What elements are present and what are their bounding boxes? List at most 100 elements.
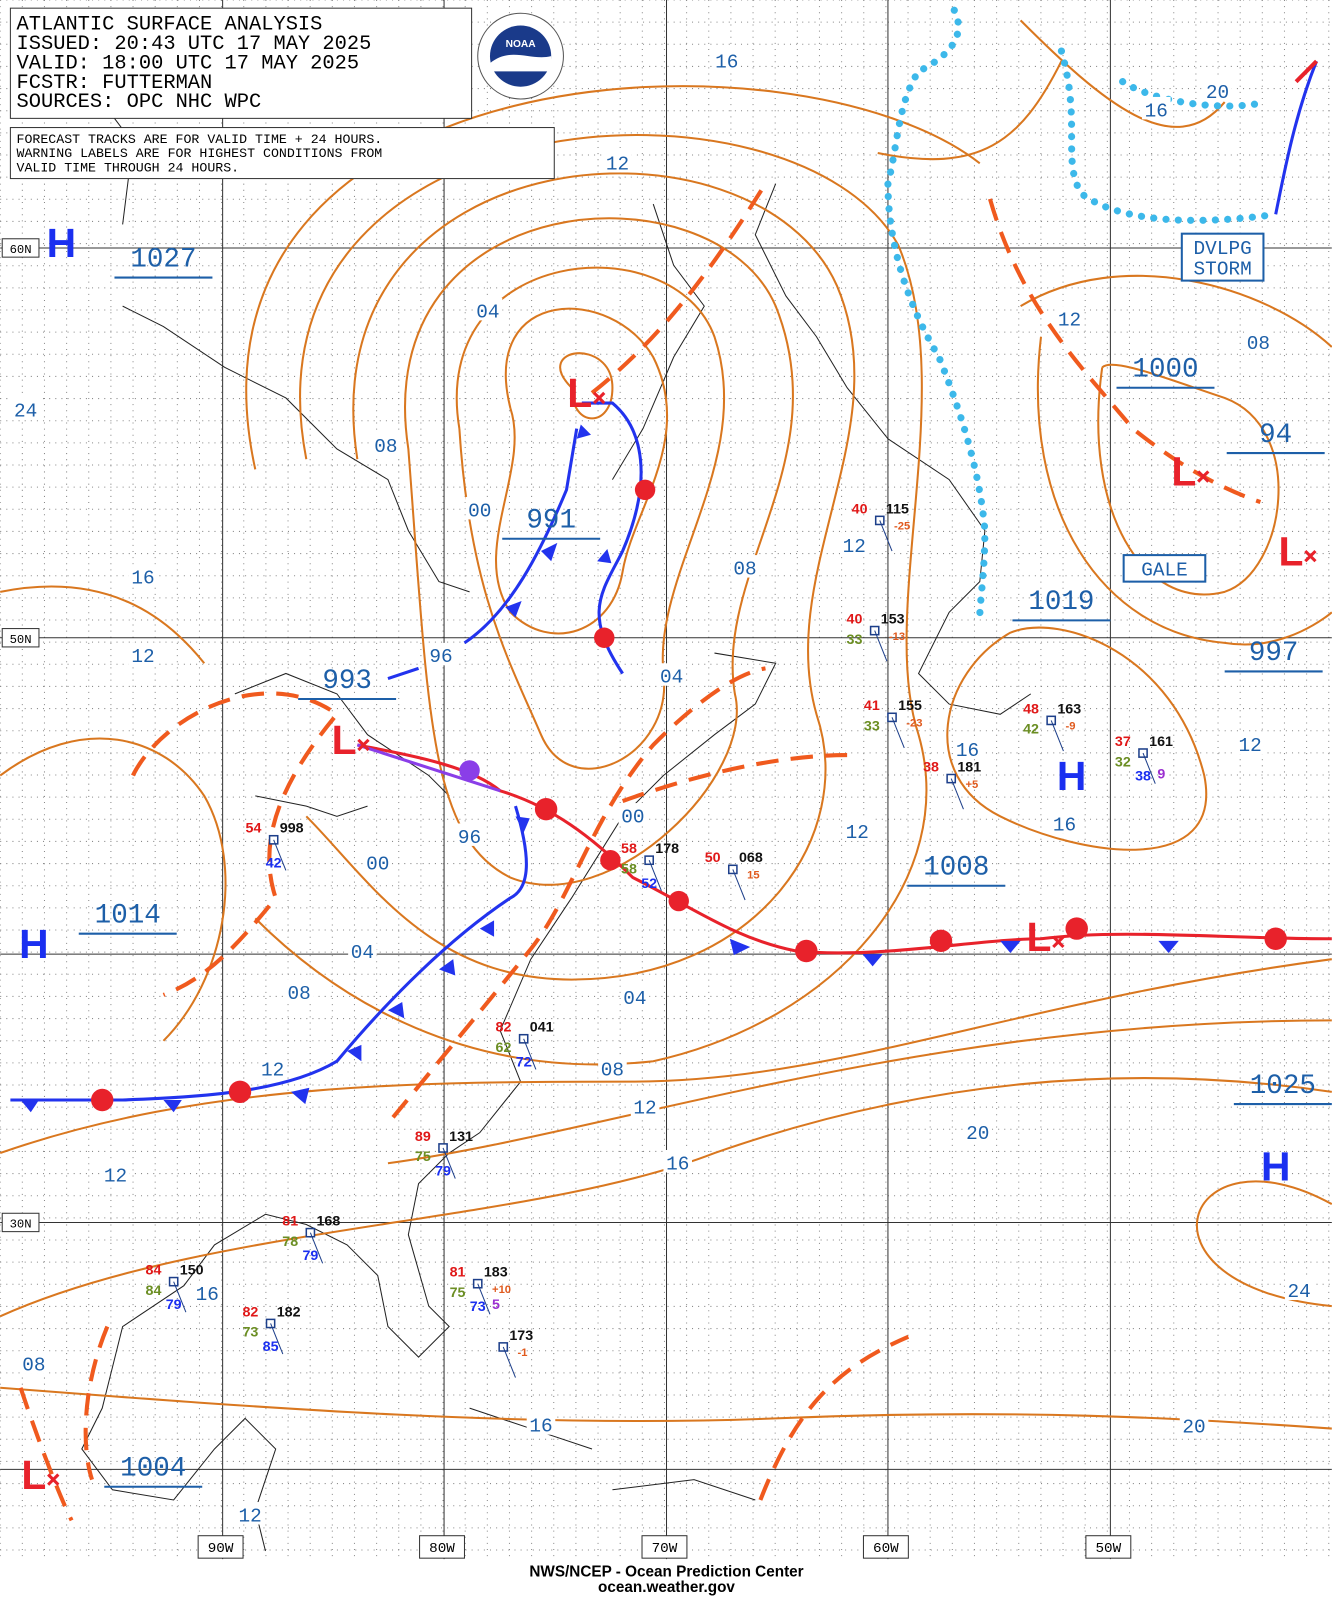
lon-label-box [862,1535,909,1559]
low-center: L [567,370,592,416]
isobar-label: 12 [1058,310,1081,332]
isobar-label: 04 [351,942,374,964]
station-pressure: 178 [655,841,679,857]
pressure-label: 94 [1259,420,1292,451]
isobar-label-bg [839,532,869,556]
lon-label: 70W [652,1541,678,1557]
low-center-cross [47,1473,60,1486]
isobar-label-bg [473,297,503,321]
fronts [10,59,1332,1113]
station-pressure: 163 [1057,701,1081,717]
isobar-label: 08 [1247,333,1270,355]
station-sst: 38 [1135,769,1151,785]
header-line: ISSUED: 20:43 UTC 17 MAY 2025 [17,33,372,56]
pressure-label: 1014 [95,900,161,931]
low-center-cross [357,738,370,752]
station-tendency: -23 [906,718,922,730]
station-dewpoint: 78 [282,1234,298,1250]
station-dewpoint: 33 [847,632,863,648]
high-center: H [1057,753,1086,799]
isobar-label-bg [630,1093,660,1117]
lon-label-box [1085,1535,1132,1559]
isobar-label: 08 [22,1354,45,1376]
isobar-label-bg [371,432,401,456]
station-pressure: 155 [898,698,922,714]
station-sst: 79 [166,1297,182,1313]
logo-bird [489,54,552,72]
station-pressure: 181 [957,759,981,775]
station-sst: 72 [516,1054,532,1070]
station-sst: 73 [470,1299,486,1315]
pressure-label: 997 [1249,638,1299,669]
isobar-label-bg [426,642,456,666]
isobar-label-bg [620,984,650,1008]
isobar-label-bg [598,1056,627,1079]
wind-barb [309,1232,324,1264]
station-dewpoint: 73 [242,1325,258,1341]
station-sst: 79 [435,1164,451,1180]
lon-label-box [641,1535,688,1559]
lon-label: 60W [873,1541,899,1557]
station-temp: 40 [847,611,863,627]
isobar-label-bg [1235,731,1265,755]
station-dewpoint: 32 [1115,754,1131,770]
station-temp: 81 [450,1265,466,1281]
isobar-label: 20 [1206,82,1229,104]
station-temp: 82 [496,1020,512,1036]
isobar-label-bg [193,1280,222,1304]
isobar-label-bg [526,1412,556,1435]
warning-label: GALE [1141,560,1188,582]
isobar-label-bg [1284,1277,1314,1300]
isobar-label-bg [618,803,648,826]
isobar-label: 12 [843,536,866,558]
isobar-label: 24 [1288,1281,1311,1303]
station-tendency: -1 [518,1347,528,1359]
isobar-label: 00 [366,853,389,875]
isobar-label-bg [1203,78,1232,102]
station-pressure: 131 [449,1129,473,1145]
isobar-label: 16 [1145,100,1168,122]
troughs [18,182,1262,1522]
note-line: VALID TIME THROUGH 24 HOURS. [17,160,240,175]
isobar-label: 16 [715,51,738,73]
isobar-label: 04 [660,667,683,689]
station-temp: 48 [1023,701,1039,717]
low-center-cross [1052,935,1065,949]
station-dewpoint: 62 [496,1040,512,1056]
station-pressure: 173 [509,1328,533,1344]
logo-text: NOAA [506,39,537,50]
isobar-label: 08 [733,558,756,580]
lon-label: 80W [429,1541,455,1557]
station-dewpoint: 75 [450,1285,466,1301]
lon-label: 50W [1096,1541,1122,1557]
header-line: VALID: 18:00 UTC 17 MAY 2025 [17,52,360,75]
station-temp: 37 [1115,734,1131,750]
low-center: L [1026,914,1051,960]
station-sst: 85 [263,1339,279,1355]
warning-box [1122,554,1207,583]
station-temp: 81 [282,1214,298,1230]
station-sst: 42 [266,855,282,871]
isobar-label: 12 [239,1505,262,1527]
isobar-label-bg [843,818,872,841]
station-pressure: 168 [317,1214,341,1230]
note-line: FORECAST TRACKS ARE FOR VALID TIME + 24 … [17,132,383,147]
isobar-label: 20 [1182,1417,1205,1439]
lon-label-box [197,1535,244,1559]
station-temp: 58 [621,841,637,857]
pressure-label: 1025 [1250,1071,1316,1102]
lat-label-box [1,628,40,648]
isobar-label-bg [128,564,158,587]
isobar-label-bg [11,396,40,420]
isobar-label: 96 [429,646,452,668]
footer-bg [0,1561,1332,1600]
isobar-label: 12 [131,646,154,668]
isobar-label-bg [1050,811,1079,834]
station-dewpoint: 33 [864,719,880,735]
isobar-label-bg [953,736,982,760]
isobar-label: 16 [666,1153,689,1175]
station-marker [644,855,655,866]
station-temp: 84 [146,1262,162,1278]
wind-barb [1050,720,1064,752]
